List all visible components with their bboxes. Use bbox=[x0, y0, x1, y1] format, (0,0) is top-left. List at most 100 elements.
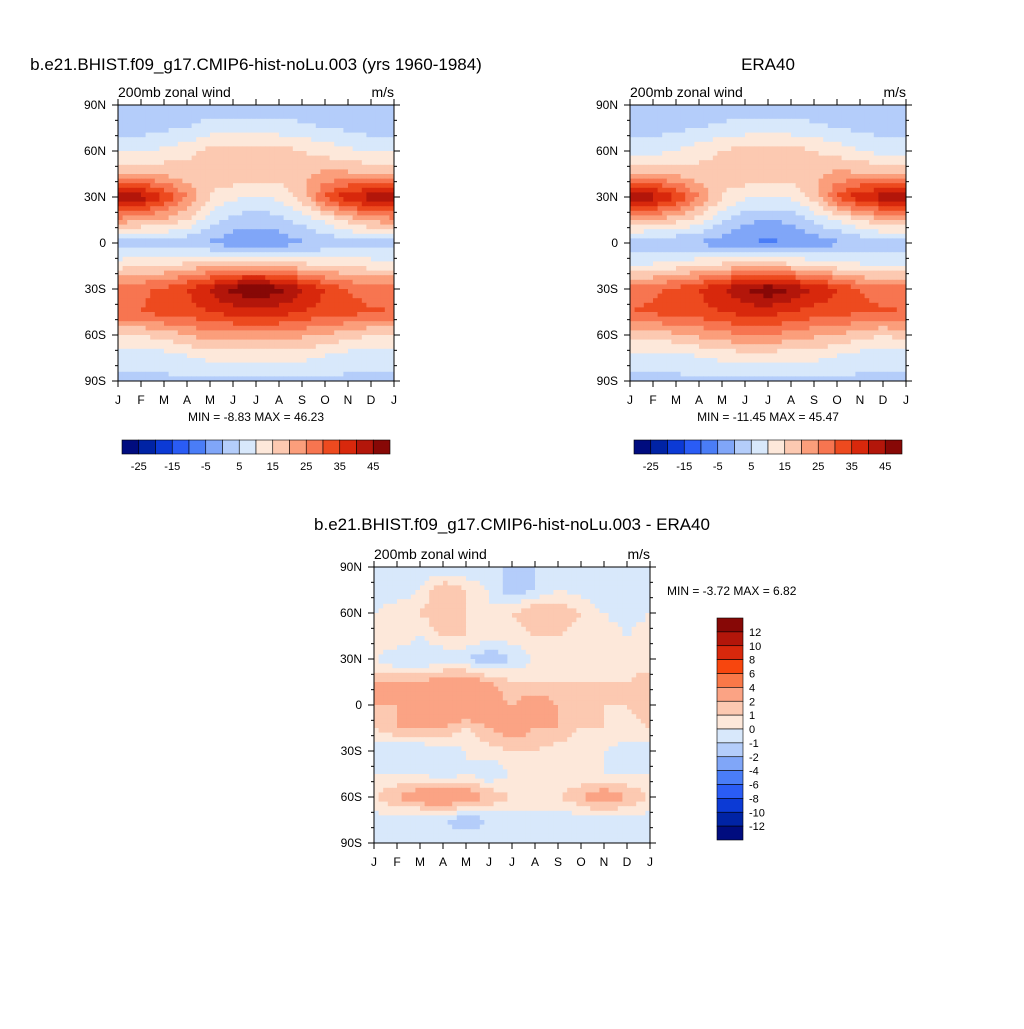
heatmap-cell bbox=[178, 156, 183, 161]
heatmap-cell bbox=[759, 137, 764, 142]
heatmap-cell bbox=[141, 211, 146, 216]
heatmap-cell bbox=[339, 326, 344, 331]
heatmap-cell bbox=[316, 179, 321, 184]
heatmap-cell bbox=[897, 179, 902, 184]
heatmap-cell bbox=[385, 252, 390, 257]
heatmap-cell bbox=[823, 151, 828, 156]
heatmap-cell bbox=[353, 294, 358, 299]
heatmap-cell bbox=[658, 156, 663, 161]
heatmap-cell bbox=[182, 192, 187, 197]
heatmap-cell bbox=[288, 183, 293, 188]
heatmap-cell bbox=[307, 234, 312, 239]
heatmap-cell bbox=[219, 317, 224, 322]
heatmap-cell bbox=[855, 169, 860, 174]
heatmap-cell bbox=[325, 372, 330, 377]
heatmap-cell bbox=[302, 261, 307, 266]
heatmap-cell bbox=[228, 367, 233, 372]
heatmap-cell bbox=[228, 192, 233, 197]
heatmap-cell bbox=[219, 312, 224, 317]
heatmap-cell bbox=[215, 294, 220, 299]
heatmap-cell bbox=[708, 119, 713, 124]
heatmap-cell bbox=[247, 179, 252, 184]
heatmap-cell bbox=[136, 252, 141, 257]
heatmap-cell bbox=[754, 197, 759, 202]
heatmap-cell bbox=[860, 133, 865, 138]
heatmap-cell bbox=[155, 229, 160, 234]
heatmap-cell bbox=[187, 151, 192, 156]
heatmap-cell bbox=[302, 248, 307, 253]
heatmap-cell bbox=[814, 183, 819, 188]
heatmap-cell bbox=[169, 229, 174, 234]
heatmap-cell bbox=[694, 146, 699, 151]
heatmap-cell bbox=[366, 220, 371, 225]
heatmap-cell bbox=[897, 133, 902, 138]
heatmap-cell bbox=[182, 252, 187, 257]
heatmap-cell bbox=[288, 257, 293, 262]
heatmap-cell bbox=[169, 110, 174, 115]
y-tick-label: 30N bbox=[84, 190, 106, 204]
heatmap-cell bbox=[740, 146, 745, 151]
heatmap-cell bbox=[330, 266, 335, 271]
heatmap-cell bbox=[178, 211, 183, 216]
heatmap-cell bbox=[376, 234, 381, 239]
heatmap-cell bbox=[348, 271, 353, 276]
heatmap-cell bbox=[713, 188, 718, 193]
heatmap-cell bbox=[256, 353, 261, 358]
heatmap-cell bbox=[242, 252, 247, 257]
heatmap-cell bbox=[892, 160, 897, 165]
heatmap-cell bbox=[284, 179, 289, 184]
heatmap-cell bbox=[814, 169, 819, 174]
heatmap-cell bbox=[155, 243, 160, 248]
heatmap-cell bbox=[261, 330, 266, 335]
heatmap-cell bbox=[376, 151, 381, 156]
heatmap-cell bbox=[690, 105, 695, 110]
heatmap-cell bbox=[754, 160, 759, 165]
heatmap-cell bbox=[215, 266, 220, 271]
heatmap-cell bbox=[159, 206, 164, 211]
heatmap-cell bbox=[343, 321, 348, 326]
heatmap-cell bbox=[274, 123, 279, 128]
heatmap-cell bbox=[261, 335, 266, 340]
heatmap-cell bbox=[233, 367, 238, 372]
heatmap-cell bbox=[247, 225, 252, 230]
heatmap-cell bbox=[155, 326, 160, 331]
heatmap-cell bbox=[768, 128, 773, 133]
heatmap-cell bbox=[777, 183, 782, 188]
heatmap-cell bbox=[343, 266, 348, 271]
x-tick-label: M bbox=[205, 393, 215, 407]
heatmap-cell bbox=[238, 151, 243, 156]
heatmap-cell bbox=[380, 252, 385, 257]
heatmap-cell bbox=[694, 142, 699, 147]
heatmap-cell bbox=[380, 133, 385, 138]
heatmap-cell bbox=[357, 137, 362, 142]
heatmap-cell bbox=[205, 252, 210, 257]
heatmap-cell bbox=[118, 133, 123, 138]
heatmap-cell bbox=[187, 156, 192, 161]
heatmap-cell bbox=[694, 114, 699, 119]
heatmap-cell bbox=[704, 165, 709, 170]
heatmap-cell bbox=[274, 289, 279, 294]
heatmap-cell bbox=[380, 220, 385, 225]
heatmap-cell bbox=[215, 317, 220, 322]
heatmap-cell bbox=[892, 197, 897, 202]
heatmap-cell bbox=[630, 183, 635, 188]
heatmap-cell bbox=[690, 110, 695, 115]
heatmap-cell bbox=[196, 220, 201, 225]
heatmap-cell bbox=[897, 146, 902, 151]
heatmap-cell bbox=[362, 123, 367, 128]
heatmap-cell bbox=[814, 174, 819, 179]
heatmap-cell bbox=[146, 252, 151, 257]
heatmap-cell bbox=[297, 303, 302, 308]
heatmap-cell bbox=[302, 114, 307, 119]
heatmap-cell bbox=[238, 243, 243, 248]
heatmap-cell bbox=[164, 234, 169, 239]
heatmap-cell bbox=[192, 349, 197, 354]
heatmap-cell bbox=[261, 215, 266, 220]
heatmap-cell bbox=[745, 146, 750, 151]
heatmap-cell bbox=[648, 174, 653, 179]
heatmap-cell bbox=[648, 202, 653, 207]
heatmap-cell bbox=[215, 367, 220, 372]
heatmap-cell bbox=[127, 358, 132, 363]
heatmap-cell bbox=[316, 266, 321, 271]
heatmap-cell bbox=[182, 160, 187, 165]
